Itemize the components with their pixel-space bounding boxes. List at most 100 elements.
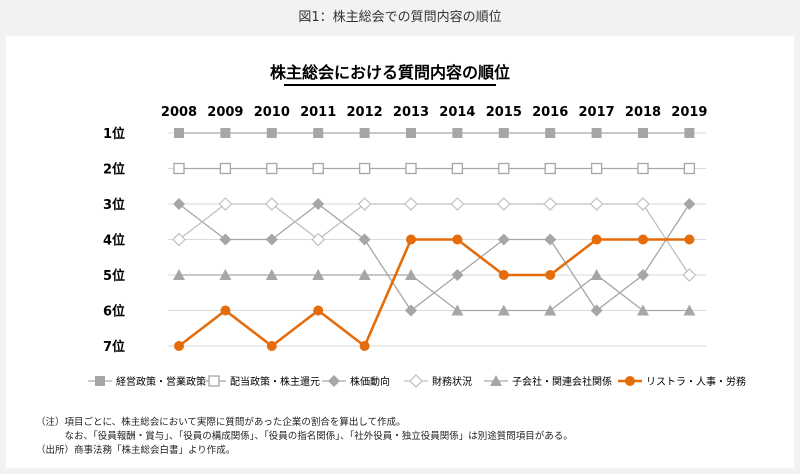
data-point [498, 162, 510, 175]
data-point [313, 305, 324, 316]
chart-panel: 株主総会における質問内容の順位 2008 2009 2010 2011 2012 2013… [6, 36, 794, 468]
data-point [173, 198, 185, 210]
data-point [312, 162, 324, 175]
note-line: なお、「役員報酬・賞与」、「役員の構成関係」、「役員の指名関係」、「社外役員・独… [36, 431, 573, 442]
figure-title: 図1：株主総会での質問内容の順位 [298, 10, 502, 25]
series-5 [174, 234, 695, 351]
series-line [178, 203, 690, 312]
data-point [266, 162, 278, 175]
data-point [173, 162, 185, 175]
data-point [590, 304, 603, 317]
data-point [637, 304, 649, 316]
data-point [312, 198, 325, 210]
y-tick-label: 1位 [103, 126, 125, 142]
data-point [684, 234, 695, 245]
data-point [591, 234, 602, 245]
x-tick-label: 2013 [393, 105, 429, 120]
data-point [682, 268, 697, 282]
data-point [266, 341, 277, 351]
data-point [543, 197, 558, 211]
legend-marker [208, 375, 220, 387]
legend-marker [625, 376, 635, 386]
data-point [404, 197, 418, 211]
data-point [219, 269, 232, 280]
chart-title: 株主総会における質問内容の順位 [270, 63, 510, 82]
data-point [218, 197, 233, 211]
data-point [406, 128, 416, 138]
data-point [359, 341, 370, 351]
data-point [638, 234, 648, 245]
legend-label: 配当政策・株主還元 [230, 375, 320, 388]
data-point [219, 233, 232, 246]
data-point [264, 197, 279, 211]
line-chart: 株主総会における質問内容の順位 2008 2009 2010 2011 2012 2013… [88, 63, 746, 388]
legend-marker [409, 374, 423, 388]
data-point [497, 304, 510, 316]
data-point [312, 269, 325, 280]
x-tick-label: 2008 [161, 105, 197, 120]
series-0 [174, 128, 695, 138]
data-point [544, 233, 557, 246]
series-2 [173, 198, 696, 317]
data-point [313, 128, 324, 138]
y-tick-label: 7位 [103, 339, 125, 355]
data-point [544, 162, 556, 175]
data-point [590, 162, 603, 175]
y-tick-label: 3位 [103, 197, 125, 213]
y-tick-label: 6位 [103, 304, 125, 320]
data-point [358, 162, 371, 175]
x-tick-label: 2012 [347, 105, 383, 120]
legend-label: 株価動向 [350, 375, 390, 388]
data-point [450, 197, 465, 211]
data-point [496, 197, 511, 211]
data-point [265, 269, 278, 280]
notes: （注）項目ごとに、株主総会において実際に質問があった企業の割合を算出して作成。 … [36, 416, 573, 458]
data-point [498, 128, 509, 138]
data-point [311, 232, 326, 247]
legend-marker [490, 375, 502, 386]
data-point [406, 234, 416, 245]
x-tick-label: 2010 [254, 105, 290, 120]
data-point [636, 197, 650, 211]
data-point [544, 304, 557, 316]
data-point [683, 304, 696, 316]
data-point [589, 197, 604, 211]
data-point [174, 341, 184, 351]
data-point [173, 269, 185, 280]
series-4 [173, 269, 696, 316]
data-point [265, 233, 278, 246]
data-point [637, 162, 649, 175]
data-point [405, 304, 417, 317]
note-line: （注）項目ごとに、株主総会において実際に質問があった企業の割合を算出して作成。 [36, 417, 406, 428]
series-1 [173, 162, 696, 175]
x-tick-label: 2009 [207, 105, 243, 120]
data-point [219, 162, 232, 175]
legend-label: 財務状況 [432, 375, 472, 388]
x-tick-label: 2019 [671, 105, 707, 120]
data-point [451, 269, 464, 281]
x-tick-label: 2016 [532, 105, 568, 120]
legend-marker [328, 375, 340, 387]
data-point [220, 305, 231, 316]
data-point [683, 162, 696, 175]
series-3 [172, 197, 697, 282]
y-tick-label: 2位 [103, 162, 125, 178]
data-point [452, 128, 463, 138]
data-point [637, 269, 649, 281]
legend-marker [95, 376, 105, 386]
data-point [590, 269, 603, 280]
data-point [498, 270, 509, 280]
data-point [683, 198, 696, 210]
note-line: （出所）商事法務「株主総会白書」より作成。 [36, 445, 236, 456]
data-point [172, 232, 186, 247]
x-tick-label: 2017 [579, 105, 615, 120]
data-point [545, 270, 556, 280]
data-point [405, 269, 417, 280]
x-tick-label: 2015 [486, 105, 522, 120]
data-point [357, 197, 372, 211]
data-point [220, 128, 231, 138]
data-point [497, 233, 510, 246]
legend-label: リストラ・人事・労務 [646, 375, 746, 388]
data-point [358, 233, 371, 246]
series-line [179, 274, 690, 312]
